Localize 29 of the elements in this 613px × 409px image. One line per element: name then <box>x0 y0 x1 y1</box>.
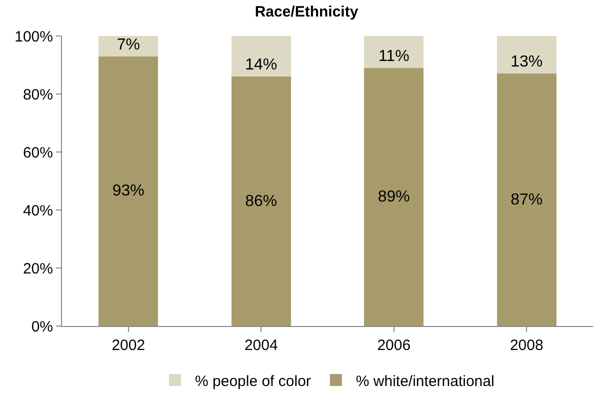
y-tick-label: 60% <box>22 144 53 162</box>
x-tick-label: 2006 <box>377 337 411 354</box>
data-label: 87% <box>510 191 543 208</box>
data-label: 13% <box>510 54 543 71</box>
chart-title: Race/Ethnicity <box>254 4 359 21</box>
bar <box>364 36 424 68</box>
legend-label: % people of color <box>195 372 311 390</box>
data-label: 7% <box>116 36 140 54</box>
y-tick-label: 40% <box>22 202 53 220</box>
bar <box>98 36 158 56</box>
y-tick-label: 0% <box>31 318 53 336</box>
bar <box>98 56 158 326</box>
y-tick-label: 80% <box>22 86 53 104</box>
bar <box>364 68 424 326</box>
data-label: 89% <box>378 188 410 206</box>
bar <box>231 36 291 77</box>
data-label: 93% <box>112 182 144 200</box>
bar <box>496 36 556 74</box>
y-tick-label: 100% <box>14 28 53 46</box>
x-tick-label: 2004 <box>244 337 278 354</box>
legend-label: % white/international <box>356 372 494 390</box>
data-label: 11% <box>378 48 410 65</box>
bar <box>496 74 556 326</box>
x-tick-label: 2002 <box>112 337 146 354</box>
y-tick-label: 20% <box>22 260 53 278</box>
data-label: 86% <box>245 192 278 210</box>
bar <box>231 76 291 326</box>
data-label: 14% <box>245 56 278 74</box>
x-tick-label: 2008 <box>510 337 544 354</box>
